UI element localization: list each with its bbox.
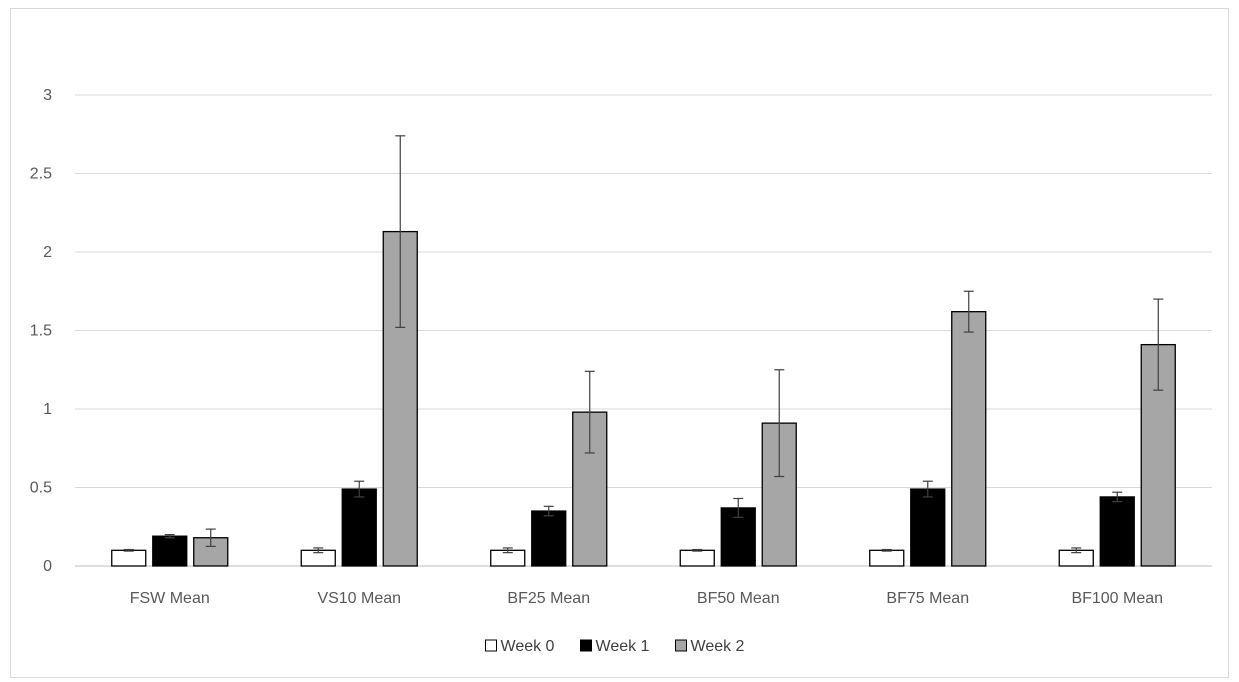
error-bars bbox=[123, 135, 1164, 554]
bar-week-1-bf25-mean bbox=[531, 510, 567, 567]
error-bar bbox=[543, 505, 554, 517]
x-tick-label: BF75 Mean bbox=[886, 590, 969, 607]
error-bar bbox=[963, 290, 974, 333]
error-bar bbox=[205, 528, 216, 547]
x-tick-label: BF50 Mean bbox=[697, 590, 780, 607]
gridlines bbox=[75, 94, 1212, 567]
bar-week-2-bf50-mean bbox=[761, 422, 797, 567]
x-tick-label: VS10 Mean bbox=[317, 590, 401, 607]
error-bar bbox=[733, 497, 744, 518]
error-bar bbox=[354, 480, 365, 498]
error-bar bbox=[502, 547, 513, 554]
bar-week-1-vs10-mean bbox=[341, 488, 377, 567]
legend-item-week-0: Week 0 bbox=[485, 638, 555, 655]
legend: Week 0 Week 1 Week 2 bbox=[485, 638, 745, 655]
y-tick-label: 0.5 bbox=[30, 480, 52, 497]
bar-week-1-bf100-mean bbox=[1099, 496, 1135, 567]
legend-item-week-1: Week 1 bbox=[580, 638, 650, 655]
y-tick-label: 2 bbox=[43, 244, 52, 261]
y-tick-label: 2.5 bbox=[30, 166, 52, 183]
x-tick-label: BF25 Mean bbox=[507, 590, 590, 607]
bar-week-0-fsw-mean bbox=[111, 549, 147, 567]
error-bar bbox=[774, 369, 785, 478]
x-axis-tick-labels: FSW Mean VS10 Mean BF25 Mean BF50 Mean BF75 … bbox=[130, 590, 1163, 607]
error-bar bbox=[584, 370, 595, 454]
bar-week-2-bf75-mean bbox=[951, 311, 987, 567]
error-bar bbox=[123, 548, 134, 552]
y-tick-label: 1 bbox=[43, 401, 52, 418]
x-tick-label: FSW Mean bbox=[130, 590, 210, 607]
bar-week-1-fsw-mean bbox=[152, 535, 188, 567]
x-tick-label: BF100 Mean bbox=[1071, 590, 1163, 607]
legend-swatch bbox=[580, 639, 592, 652]
legend-label: Week 1 bbox=[596, 638, 650, 655]
error-bar bbox=[692, 548, 703, 552]
y-tick-label: 3 bbox=[43, 87, 52, 104]
y-tick-label: 1.5 bbox=[30, 323, 52, 340]
error-bar bbox=[881, 548, 892, 552]
bars bbox=[111, 230, 1176, 567]
legend-swatch bbox=[485, 639, 497, 652]
y-axis-tick-labels: 0 0.5 1 1.5 2 2.5 3 bbox=[30, 87, 52, 575]
bar-week-0-bf50-mean bbox=[679, 549, 715, 567]
y-tick-label: 0 bbox=[43, 558, 52, 575]
bar-week-2-vs10-mean bbox=[382, 230, 418, 567]
error-bar bbox=[922, 480, 933, 498]
error-bar bbox=[313, 547, 324, 554]
error-bar bbox=[164, 533, 175, 539]
error-bar bbox=[1071, 547, 1082, 554]
legend-item-week-2: Week 2 bbox=[675, 638, 745, 655]
legend-swatch bbox=[675, 639, 687, 652]
legend-label: Week 2 bbox=[691, 638, 745, 655]
error-bar bbox=[1153, 298, 1164, 391]
legend-label: Week 0 bbox=[501, 638, 555, 655]
bar-week-1-bf75-mean bbox=[910, 488, 946, 567]
error-bar bbox=[1112, 491, 1123, 503]
error-bar bbox=[395, 135, 406, 328]
bar-week-0-bf75-mean bbox=[869, 549, 905, 567]
